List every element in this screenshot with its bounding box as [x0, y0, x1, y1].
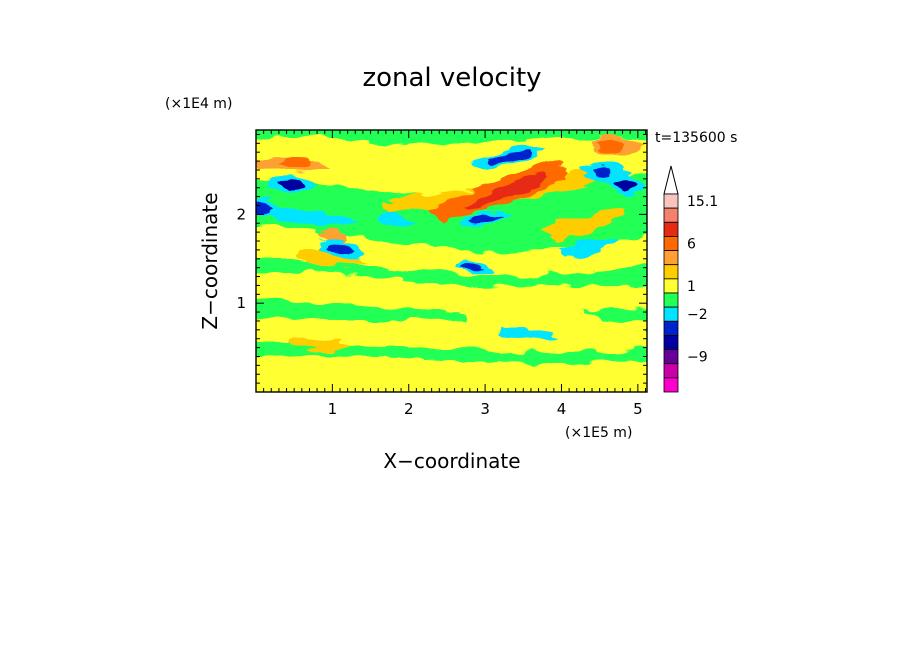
colorbar-label: −2 [687, 307, 708, 323]
y-unit-label: (×1E4 m) [165, 96, 232, 112]
colorbar-level [663, 278, 679, 294]
colorbar-level [663, 221, 679, 237]
time-label: t=135600 s [655, 130, 737, 146]
colorbar-level [663, 306, 679, 322]
y-axis-label: Z−coordinate [198, 192, 222, 329]
x-axis-label: X−coordinate [383, 449, 520, 473]
x-tick-label: 1 [328, 400, 338, 418]
colorbar-level [663, 335, 679, 350]
colorbar [663, 165, 679, 393]
x-tick-labels: 1 2 3 4 5 [328, 400, 643, 418]
x-tick-label: 2 [404, 400, 414, 418]
colorbar-level [663, 193, 679, 209]
contour-field [256, 130, 647, 392]
y-tick-label: 2 [236, 205, 246, 223]
colorbar-level [663, 236, 679, 251]
axis-ticks [256, 130, 647, 392]
y-tick-labels: 12 [236, 205, 246, 312]
colorbar-arrow [663, 165, 679, 195]
plot-frame [255, 129, 648, 393]
chart-title: zonal velocity [362, 63, 541, 93]
colorbar-label: 15.1 [687, 194, 718, 210]
x-tick-label: 3 [480, 400, 490, 418]
y-tick-label: 1 [236, 294, 246, 312]
colorbar-level [663, 363, 679, 379]
colorbar-labels: 15.1 6 1 −2 −9 [687, 194, 718, 366]
colorbar-level [663, 264, 679, 280]
x-tick-label: 4 [557, 400, 567, 418]
colorbar-label: 1 [687, 279, 696, 295]
colorbar-level [663, 377, 679, 393]
colorbar-label: 6 [687, 237, 696, 253]
colorbar-label: −9 [687, 350, 708, 366]
colorbar-level [663, 349, 679, 365]
colorbar-level [663, 250, 679, 266]
colorbar-level [663, 292, 679, 308]
x-tick-label: 5 [633, 400, 643, 418]
colorbar-level [663, 320, 679, 336]
colorbar-level [663, 207, 679, 223]
x-unit-label: (×1E5 m) [565, 425, 632, 441]
